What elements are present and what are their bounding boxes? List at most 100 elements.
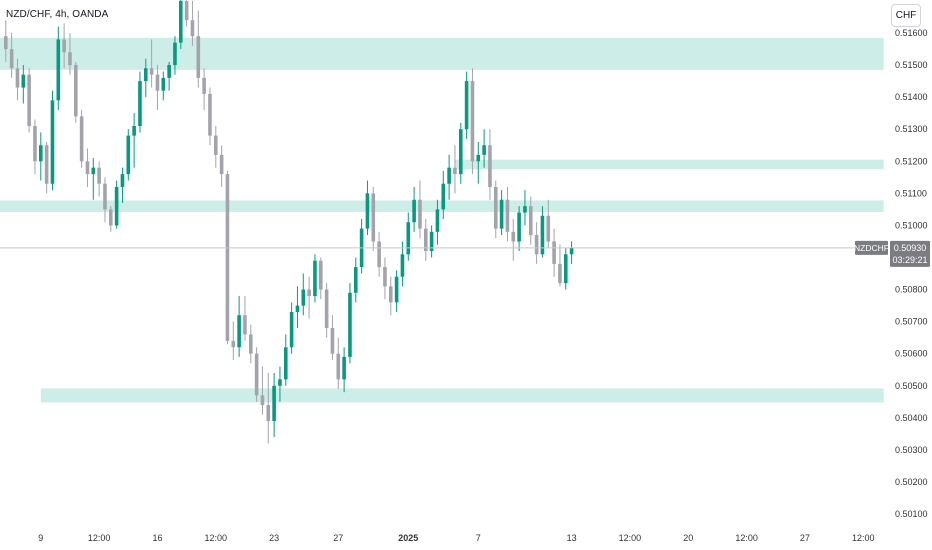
time-tick-label: 12:00 — [88, 533, 111, 543]
price-axis[interactable]: 0.51600 0.51500 0.51400 0.51300 0.51200 0.511… — [895, 28, 928, 519]
candle-body — [429, 231, 434, 252]
candle-body — [523, 206, 527, 213]
time-tick-label: 27 — [800, 533, 810, 543]
candle-body — [324, 289, 329, 329]
candle-body — [21, 74, 26, 88]
candle — [365, 180, 370, 236]
candle — [400, 241, 405, 287]
candle — [318, 257, 323, 300]
candle — [167, 61, 171, 91]
symbol-label-box — [855, 240, 888, 255]
time-tick-label: 12:00 — [205, 533, 228, 543]
candle-body — [301, 289, 306, 306]
zones-layer — [0, 37, 884, 403]
candle-body — [569, 247, 574, 255]
candle — [447, 154, 451, 200]
candle-body — [470, 81, 475, 162]
candle — [231, 321, 236, 361]
candle-body — [394, 276, 399, 303]
price-tick-label: 0.51200 — [895, 156, 928, 166]
chart-title: NZD/CHF, 4h, OANDA — [6, 9, 109, 20]
candle — [569, 241, 574, 264]
candle — [383, 257, 387, 300]
candle-body — [388, 286, 393, 303]
candle-body — [552, 241, 556, 264]
time-tick-label: 20 — [683, 533, 693, 543]
candle — [523, 190, 527, 226]
candle-body — [208, 93, 212, 136]
candle — [563, 247, 568, 290]
candle-body — [330, 328, 335, 354]
candle — [464, 71, 469, 139]
candle-body — [348, 292, 352, 357]
candle — [540, 206, 545, 258]
price-tick-label: 0.50500 — [895, 381, 928, 391]
candle-body — [464, 81, 469, 130]
candle-body — [44, 145, 49, 184]
time-tick-label: 12:00 — [735, 533, 758, 543]
candle — [499, 190, 504, 236]
candle — [278, 366, 282, 402]
candle — [470, 68, 475, 175]
price-tick-label: 0.50700 — [895, 317, 928, 327]
candle-body — [68, 52, 72, 66]
candle-body — [318, 260, 323, 290]
candle — [62, 23, 66, 69]
candle-body — [534, 235, 539, 255]
candle — [348, 283, 352, 364]
candle — [406, 212, 411, 261]
candle-body — [493, 186, 498, 229]
time-tick-label: 13 — [567, 533, 577, 543]
candle-body — [155, 74, 160, 91]
candle-body — [73, 65, 78, 117]
candle-body — [50, 100, 55, 184]
candle — [558, 244, 562, 287]
candle — [394, 270, 399, 313]
candle — [453, 145, 457, 194]
candle — [15, 58, 20, 101]
candle — [132, 113, 136, 168]
candle — [301, 273, 306, 316]
candle — [534, 222, 539, 264]
candle — [336, 337, 341, 389]
candle-body — [482, 145, 486, 155]
candle — [184, 0, 189, 27]
candle-body — [342, 356, 346, 380]
candle — [33, 119, 37, 175]
zone-0 — [0, 37, 884, 70]
candle-body — [173, 42, 177, 66]
candle-body — [4, 36, 8, 50]
price-tick-label: 0.50100 — [895, 509, 928, 519]
candle-body — [202, 77, 206, 94]
candle — [38, 132, 43, 181]
candle — [208, 87, 212, 146]
candle-body — [213, 135, 218, 155]
candle-body — [225, 174, 230, 341]
price-label-value: 0.50930 — [894, 243, 927, 253]
candle — [283, 334, 288, 386]
candle-body — [237, 315, 241, 348]
candle-body — [108, 209, 113, 226]
candle — [237, 295, 241, 357]
candle-body — [126, 135, 131, 175]
candle-body — [149, 68, 154, 75]
candle — [143, 58, 148, 98]
candle — [50, 90, 55, 191]
currency-button[interactable]: CHF — [891, 4, 921, 27]
candle-body — [441, 183, 446, 210]
time-axis[interactable]: 9 12:00 16 12:00 23 27 2025 7 13 12:00 20 12:00 27 12… — [38, 533, 874, 543]
time-tick-label: 9 — [38, 533, 43, 543]
candle-body — [9, 49, 14, 69]
time-tick-label: 12:00 — [619, 533, 642, 543]
price-tick-label: 0.51500 — [895, 60, 928, 70]
candle — [307, 276, 311, 319]
zone-1 — [454, 159, 884, 170]
candle-body — [563, 254, 568, 284]
candle-body — [540, 215, 545, 255]
candle — [196, 10, 201, 88]
candle — [202, 68, 206, 110]
time-tick-label: 2025 — [398, 533, 418, 543]
candle-body — [248, 334, 253, 354]
candle — [126, 129, 131, 181]
